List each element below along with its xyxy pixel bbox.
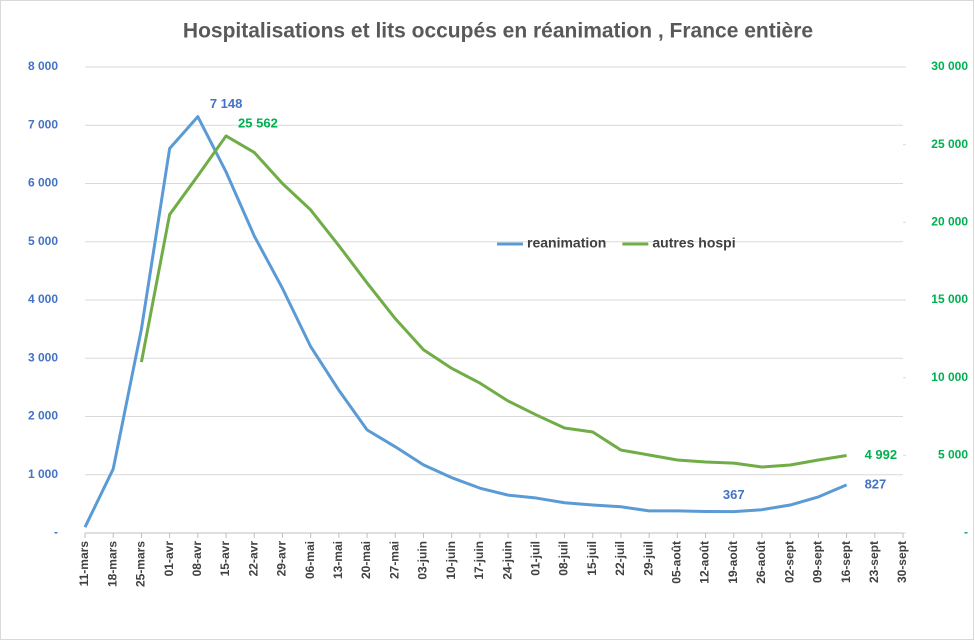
x-tick-label: 13-mai	[331, 541, 345, 579]
y-tick-label: 8 000	[28, 59, 58, 73]
x-tick-label: 08-juil	[557, 541, 571, 576]
series-line	[139, 134, 847, 469]
x-tick-label: 15-avr	[218, 541, 232, 577]
y-tick-label: 6 000	[28, 176, 58, 190]
y-tick-label: 1 000	[28, 467, 58, 481]
y-tick-label: 4 000	[28, 292, 58, 306]
y-tick-label: 2 000	[28, 409, 58, 423]
x-tick-label: 06-mai	[303, 541, 317, 579]
y2-tick-label: 15 000	[931, 292, 968, 306]
y-tick-label: 7 000	[28, 117, 58, 131]
x-tick-label: 22-juil	[613, 541, 627, 576]
x-tick-label: 09-sept	[811, 541, 825, 583]
x-tick-label: 20-mai	[359, 541, 373, 579]
x-tick-label: 22-avr	[246, 541, 260, 577]
x-tick-label: 02-sept	[782, 541, 796, 583]
y2-tick-label: 20 000	[931, 215, 968, 229]
data-label: 25 562	[238, 115, 278, 130]
y2-tick-label: 10 000	[931, 370, 968, 384]
x-tick-label: 19-août	[726, 541, 740, 584]
x-tick-label: 23-sept	[867, 541, 881, 583]
y-tick-label: 3 000	[28, 350, 58, 364]
x-tick-label: 11-mars	[77, 541, 91, 587]
legend-label: autres hospi	[652, 235, 735, 251]
chart-title: Hospitalisations et lits occupés en réan…	[183, 20, 813, 43]
y-tick-label: -	[54, 525, 58, 539]
x-tick-label: 30-sept	[895, 541, 909, 583]
x-tick-label: 17-juin	[472, 541, 486, 580]
series-line	[83, 115, 848, 528]
x-tick-label: 24-juin	[500, 541, 514, 580]
x-tick-label: 29-avr	[275, 541, 289, 577]
x-tick-label: 27-mai	[387, 541, 401, 579]
x-tick-label: 01-avr	[162, 541, 176, 577]
x-tick-label: 10-juin	[444, 541, 458, 580]
x-tick-label: 12-août	[698, 541, 712, 584]
x-tick-label: 08-avr	[190, 541, 204, 577]
x-tick-label: 05-août	[670, 541, 684, 584]
y2-tick-label: 5 000	[938, 448, 968, 462]
x-tick-label: 26-août	[754, 541, 768, 584]
data-label: 7 148	[210, 96, 243, 111]
y-tick-label: 5 000	[28, 234, 58, 248]
legend-label: reanimation	[527, 235, 606, 251]
x-tick-label: 01-juil	[528, 541, 542, 576]
data-label: 367	[723, 487, 745, 502]
x-tick-label: 29-juil	[641, 541, 655, 576]
x-tick-label: 25-mars	[134, 541, 148, 587]
x-tick-label: 18-mars	[105, 541, 119, 587]
x-tick-label: 15-juil	[585, 541, 599, 576]
x-tick-label: 16-sept	[839, 541, 853, 583]
y2-tick-label: -	[964, 525, 968, 539]
x-tick-label: 03-juin	[416, 541, 430, 580]
data-label: 827	[865, 476, 887, 491]
y2-tick-label: 25 000	[931, 137, 968, 151]
data-label: 4 992	[865, 447, 898, 462]
y2-tick-label: 30 000	[931, 59, 968, 73]
